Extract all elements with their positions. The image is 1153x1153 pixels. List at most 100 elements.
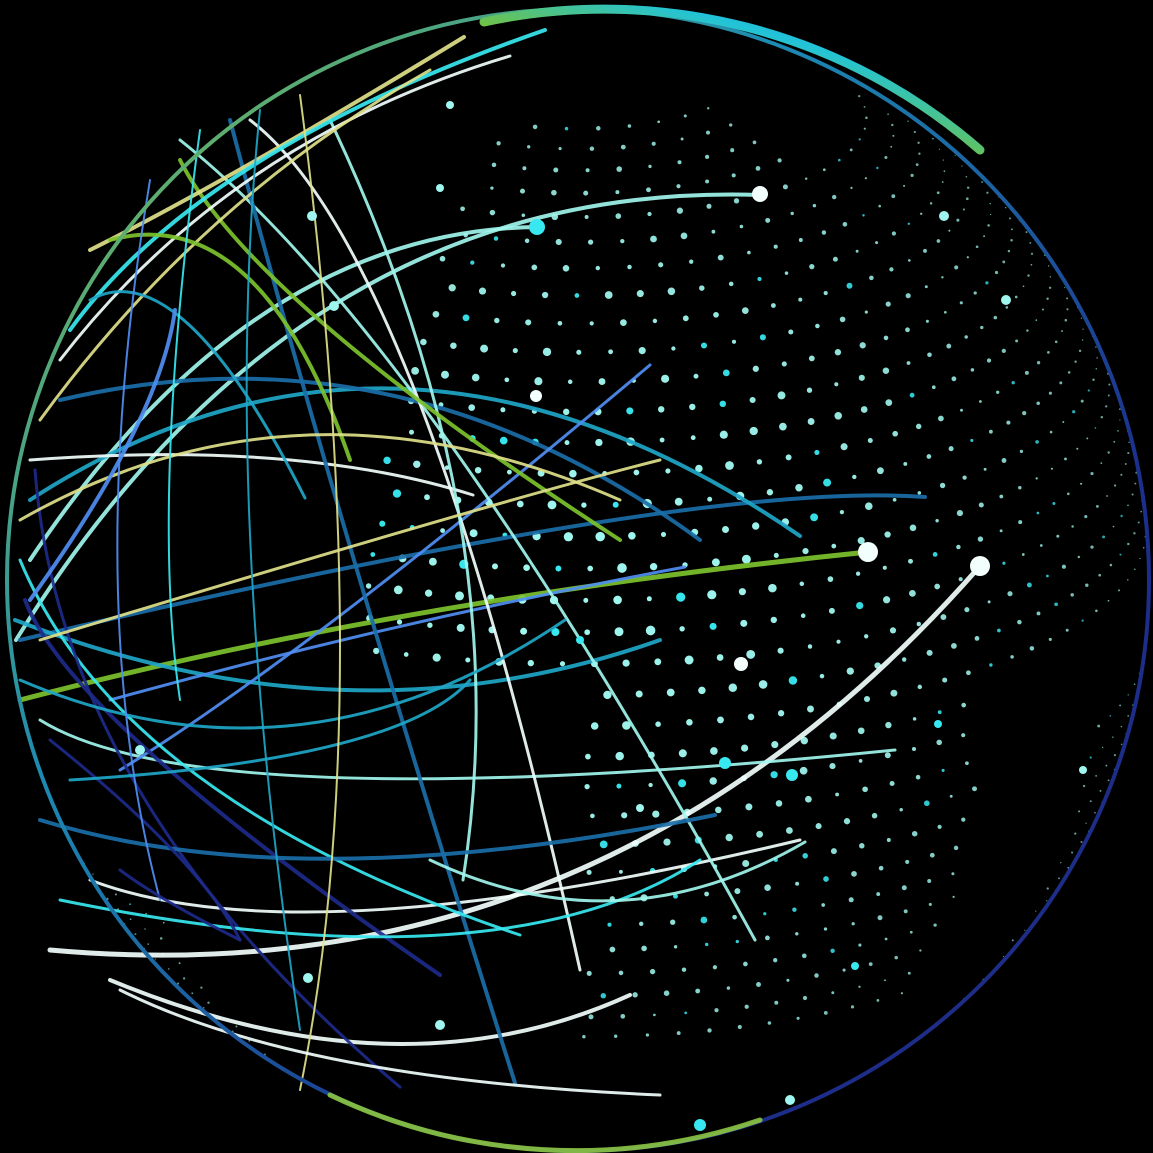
surface-dot: [1074, 360, 1077, 363]
surface-dot: [1119, 419, 1121, 421]
surface-dot: [564, 440, 570, 446]
arc-endpoint-node: [329, 301, 339, 311]
surface-dot: [865, 116, 868, 120]
surface-dot: [1117, 430, 1119, 432]
surface-dot: [645, 625, 656, 636]
surface-dot: [599, 840, 608, 849]
surface-dot: [1046, 887, 1049, 890]
surface-dot: [1041, 308, 1045, 311]
connection-arc: [68, 678, 472, 782]
surface-dot: [1107, 779, 1110, 782]
surface-dot: [576, 349, 582, 355]
surface-dot: [962, 208, 965, 211]
surface-dot: [788, 676, 798, 685]
surface-dot: [1082, 784, 1086, 788]
surface-dot: [719, 400, 727, 408]
surface-dot: [795, 932, 799, 936]
surface-dot: [147, 943, 149, 945]
surface-dot: [562, 265, 570, 272]
surface-dot: [590, 813, 595, 819]
surface-dot: [585, 753, 591, 760]
surface-dot: [129, 903, 132, 906]
surface-dot: [926, 454, 932, 459]
surface-dot: [862, 214, 865, 217]
surface-dot: [799, 766, 808, 775]
connection-arc: [18, 558, 522, 937]
surface-dot: [633, 469, 640, 476]
surface-dot: [1096, 357, 1098, 359]
surface-dot: [620, 238, 625, 244]
surface-dot: [726, 986, 731, 990]
surface-dot: [693, 373, 699, 379]
surface-dot: [828, 607, 835, 614]
surface-dot: [1089, 756, 1092, 759]
surface-dot: [1001, 458, 1007, 463]
surface-dot: [782, 184, 788, 190]
surface-dot: [749, 426, 758, 436]
surface-dot: [663, 990, 670, 996]
surface-dot: [956, 544, 961, 550]
surface-dot: [542, 347, 552, 357]
surface-dot: [835, 792, 840, 797]
surface-dot: [1078, 349, 1082, 353]
surface-dot: [1096, 505, 1099, 508]
surface-dot: [1030, 252, 1034, 255]
surface-dot: [1026, 329, 1029, 332]
surface-dot: [638, 347, 646, 355]
surface-dot: [683, 114, 687, 118]
surface-dot: [737, 1024, 742, 1030]
surface-dot: [1119, 408, 1121, 410]
surface-dot: [918, 152, 921, 155]
surface-dot: [1035, 477, 1038, 480]
surface-dot: [1100, 415, 1104, 419]
surface-dot: [676, 1031, 681, 1036]
surface-dot: [698, 686, 706, 695]
surface-dot: [558, 147, 562, 151]
surface-dot: [923, 800, 930, 807]
surface-dot: [607, 922, 612, 927]
surface-dot: [799, 581, 805, 587]
surface-dot: [1027, 274, 1030, 277]
surface-dot: [936, 239, 941, 243]
surface-dot: [858, 985, 861, 988]
surface-dot: [747, 250, 751, 255]
surface-dot: [943, 170, 946, 172]
surface-dot: [1010, 228, 1013, 231]
surface-dot: [1047, 265, 1050, 267]
surface-dot: [469, 529, 478, 538]
surface-dot: [1065, 628, 1069, 632]
connection-arc: [245, 109, 301, 1031]
surface-dot: [707, 496, 713, 502]
surface-dot: [1113, 440, 1116, 443]
surface-dot-grid: [83, 94, 1147, 1069]
surface-dot: [814, 449, 820, 455]
surface-dot: [728, 683, 738, 692]
surface-dot: [1009, 217, 1011, 220]
surface-dot: [941, 768, 945, 772]
surface-dot: [636, 290, 644, 298]
surface-dot: [427, 622, 433, 628]
surface-dot: [595, 531, 605, 542]
surface-dot: [864, 634, 869, 639]
surface-dot: [1025, 231, 1028, 234]
surface-dot: [920, 212, 923, 215]
connection-arc: [38, 718, 897, 781]
surface-dot: [962, 475, 967, 480]
surface-dot: [1047, 351, 1050, 354]
surface-dot: [907, 120, 909, 123]
surface-dot: [704, 891, 709, 897]
surface-dot: [936, 191, 940, 195]
surface-dot: [889, 627, 897, 634]
surface-dot: [689, 259, 694, 264]
surface-dot: [715, 806, 722, 814]
surface-dot: [742, 859, 750, 868]
surface-dot: [627, 264, 632, 270]
surface-dot: [1010, 655, 1014, 659]
connection-arc: [38, 68, 432, 422]
surface-dot: [396, 619, 403, 625]
surface-dot: [648, 164, 652, 169]
surface-dot: [802, 995, 808, 1001]
connection-arc: [58, 54, 512, 362]
surface-dot: [428, 557, 437, 566]
surface-dot: [403, 652, 409, 657]
